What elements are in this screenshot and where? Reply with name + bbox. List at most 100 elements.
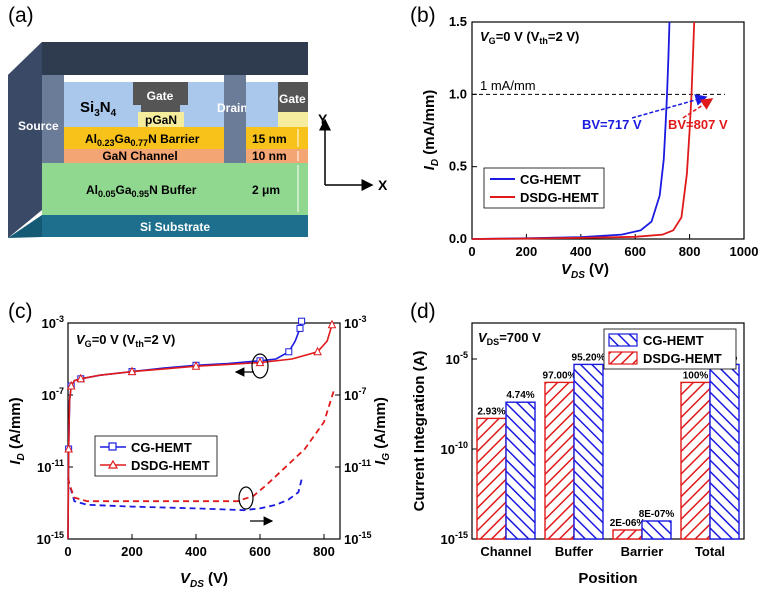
c-xlabel: VDS (V)	[180, 570, 228, 589]
panel-a: (a) Si Substrate Al0.05Ga0.95N Buffer 2 …	[8, 4, 388, 238]
b-ytick-label: 1.5	[449, 14, 467, 29]
panel-c: (c) 0 200 400 600 800 10-15 10-15 10-11 10-11 10-…	[7, 300, 392, 589]
b-legend-dsdg: DSDG-HEMT	[520, 190, 599, 205]
d-legend-dsdg: DSDG-HEMT	[643, 351, 722, 366]
c-y2tick-label: 10-11	[344, 458, 371, 475]
b-series-dsdg-hemt	[471, 21, 696, 240]
b-xtick-label: 400	[570, 244, 592, 259]
c-legend-marker-cg	[108, 442, 117, 451]
c-ytick-label: 10-11	[37, 458, 64, 475]
pgan2-layer	[278, 112, 308, 127]
b-ylabel: ID (mA/mm)	[421, 90, 441, 171]
x-axis-label: X	[378, 177, 388, 193]
b-xtick-label: 600	[624, 244, 646, 259]
c-series-dsdg-hemt-i-g	[67, 391, 335, 503]
c-marker-triangle	[64, 443, 73, 453]
d-bar-value-label: 2E-06%	[610, 518, 646, 529]
c-ig-ellipse	[238, 486, 254, 510]
b-xtick-label: 800	[679, 244, 701, 259]
drain-label: Drain	[217, 101, 248, 115]
c-ytick-label: 10-7	[42, 386, 64, 403]
b-ytick-label: 0.5	[449, 159, 467, 174]
b-curves	[471, 21, 725, 240]
d-ytick-label: 10-10	[441, 440, 468, 457]
d-category-label: Buffer	[555, 544, 593, 559]
b-bv-cg-arrow	[631, 94, 708, 119]
buffer-label: Al0.05Ga0.95N Buffer	[86, 183, 197, 199]
gate-electrode	[133, 82, 188, 112]
d-bar-dsdg-hemt-barrier	[612, 529, 643, 540]
c-ylabel: ID (A/mm)	[7, 397, 27, 464]
b-bv-cg: BV=717 V	[582, 117, 642, 132]
c-marker-triangle	[127, 366, 137, 376]
c-marker-triangle	[313, 346, 322, 356]
c-xtick-label: 600	[249, 544, 271, 559]
d-bar-dsdg-hemt-buffer	[544, 381, 575, 540]
c-xtick-label: 0	[64, 544, 71, 559]
d-bar-dsdg-hemt-channel	[476, 417, 507, 540]
source-contact	[42, 75, 64, 163]
d-ytick-label: 10-5	[446, 350, 468, 367]
device-top-face	[8, 42, 308, 75]
c-y2tick-label: 10-3	[344, 314, 366, 331]
d-category-label: Barrier	[621, 544, 664, 559]
c-legend-dsdg: DSDG-HEMT	[131, 458, 210, 473]
panel-d: (d) 10-15 10-10 10-5 Channel Buffer Barrier To…	[410, 300, 745, 587]
d-ylabel: Current Integration (A)	[411, 351, 428, 512]
d-bar-dsdg-hemt-total	[680, 381, 711, 540]
c-plot-frame	[67, 322, 341, 540]
b-legend	[483, 167, 605, 209]
c-ticks: 0 200 400 600 800 10-15 10-15 10-11 10-11 10-7 10-…	[37, 314, 372, 559]
d-bar-cg-hemt-total	[709, 363, 740, 540]
d-bar-value-label: 2.93%	[477, 406, 505, 417]
d-ticks: 10-15 10-10 10-5 Channel Buffer Barrier Total	[441, 350, 726, 559]
b-xtick-label: 200	[516, 244, 538, 259]
panel-b: (b) 0 200 400 600 800 1000 0.0 0.5 1.0 1.5 VG=0 V…	[410, 4, 758, 281]
c-y2tick-label: 10-7	[344, 386, 366, 403]
d-xlabel: Position	[578, 570, 637, 587]
c-legend-cg: CG-HEMT	[131, 440, 192, 455]
gate2-label: Gate	[279, 92, 306, 106]
gate2-electrode	[278, 82, 308, 112]
c-series-dsdg-hemt-i-d	[67, 324, 333, 540]
d-bar-cg-hemt-buffer	[573, 363, 604, 540]
c-y2label: IG (A/mm)	[372, 397, 392, 465]
c-marker-square	[298, 317, 306, 325]
c-condition: VG=0 V (Vth=2 V)	[76, 332, 175, 349]
channel-thickness: 10 nm	[252, 149, 287, 163]
c-legend-marker-dsdg	[107, 459, 119, 469]
d-legend-swatch-dsdg	[608, 351, 638, 365]
c-marker-square	[285, 348, 293, 356]
c-ytick-label: 10-15	[37, 530, 64, 547]
b-legend-cg: CG-HEMT	[520, 172, 581, 187]
d-legend-swatch-cg	[608, 333, 638, 347]
gate-label: Gate	[147, 89, 174, 103]
c-marker-triangle	[76, 373, 86, 383]
d-category-label: Total	[695, 544, 725, 559]
b-ytick-label: 1.0	[449, 86, 467, 101]
buffer-thickness: 2 μm	[252, 183, 280, 197]
d-plot-frame	[471, 322, 745, 540]
c-marker-triangle	[327, 319, 337, 329]
d-bars: 2.93%4.74%97.00%95.20%2E-06%8E-07%100%10…	[476, 352, 740, 540]
d-bar-value-label: 8E-07%	[639, 509, 675, 520]
d-legend-cg: CG-HEMT	[643, 333, 704, 348]
b-bv-dsdg: BV=807 V	[668, 117, 728, 132]
c-marker-square	[296, 324, 304, 332]
channel-label: GaN Channel	[102, 149, 177, 163]
c-marker-triangle	[255, 357, 265, 367]
panel-b-label: (b)	[410, 4, 436, 27]
pgan-label: pGaN	[145, 113, 177, 127]
d-bar-value-label: 4.74%	[506, 390, 534, 401]
c-ytick-label: 10-3	[42, 314, 64, 331]
panel-d-label: (d)	[410, 300, 436, 323]
b-xlabel: VDS (V)	[561, 261, 609, 281]
substrate-side	[8, 215, 42, 238]
d-condition: VDS=700 V	[478, 330, 541, 347]
d-category-label: Channel	[480, 544, 531, 559]
c-xtick-label: 200	[121, 544, 143, 559]
c-series-cg-hemt-i-g	[67, 477, 303, 512]
b-plot-frame	[471, 21, 745, 240]
pgan-layer	[138, 112, 184, 127]
d-bar-cg-hemt-channel	[505, 401, 536, 540]
